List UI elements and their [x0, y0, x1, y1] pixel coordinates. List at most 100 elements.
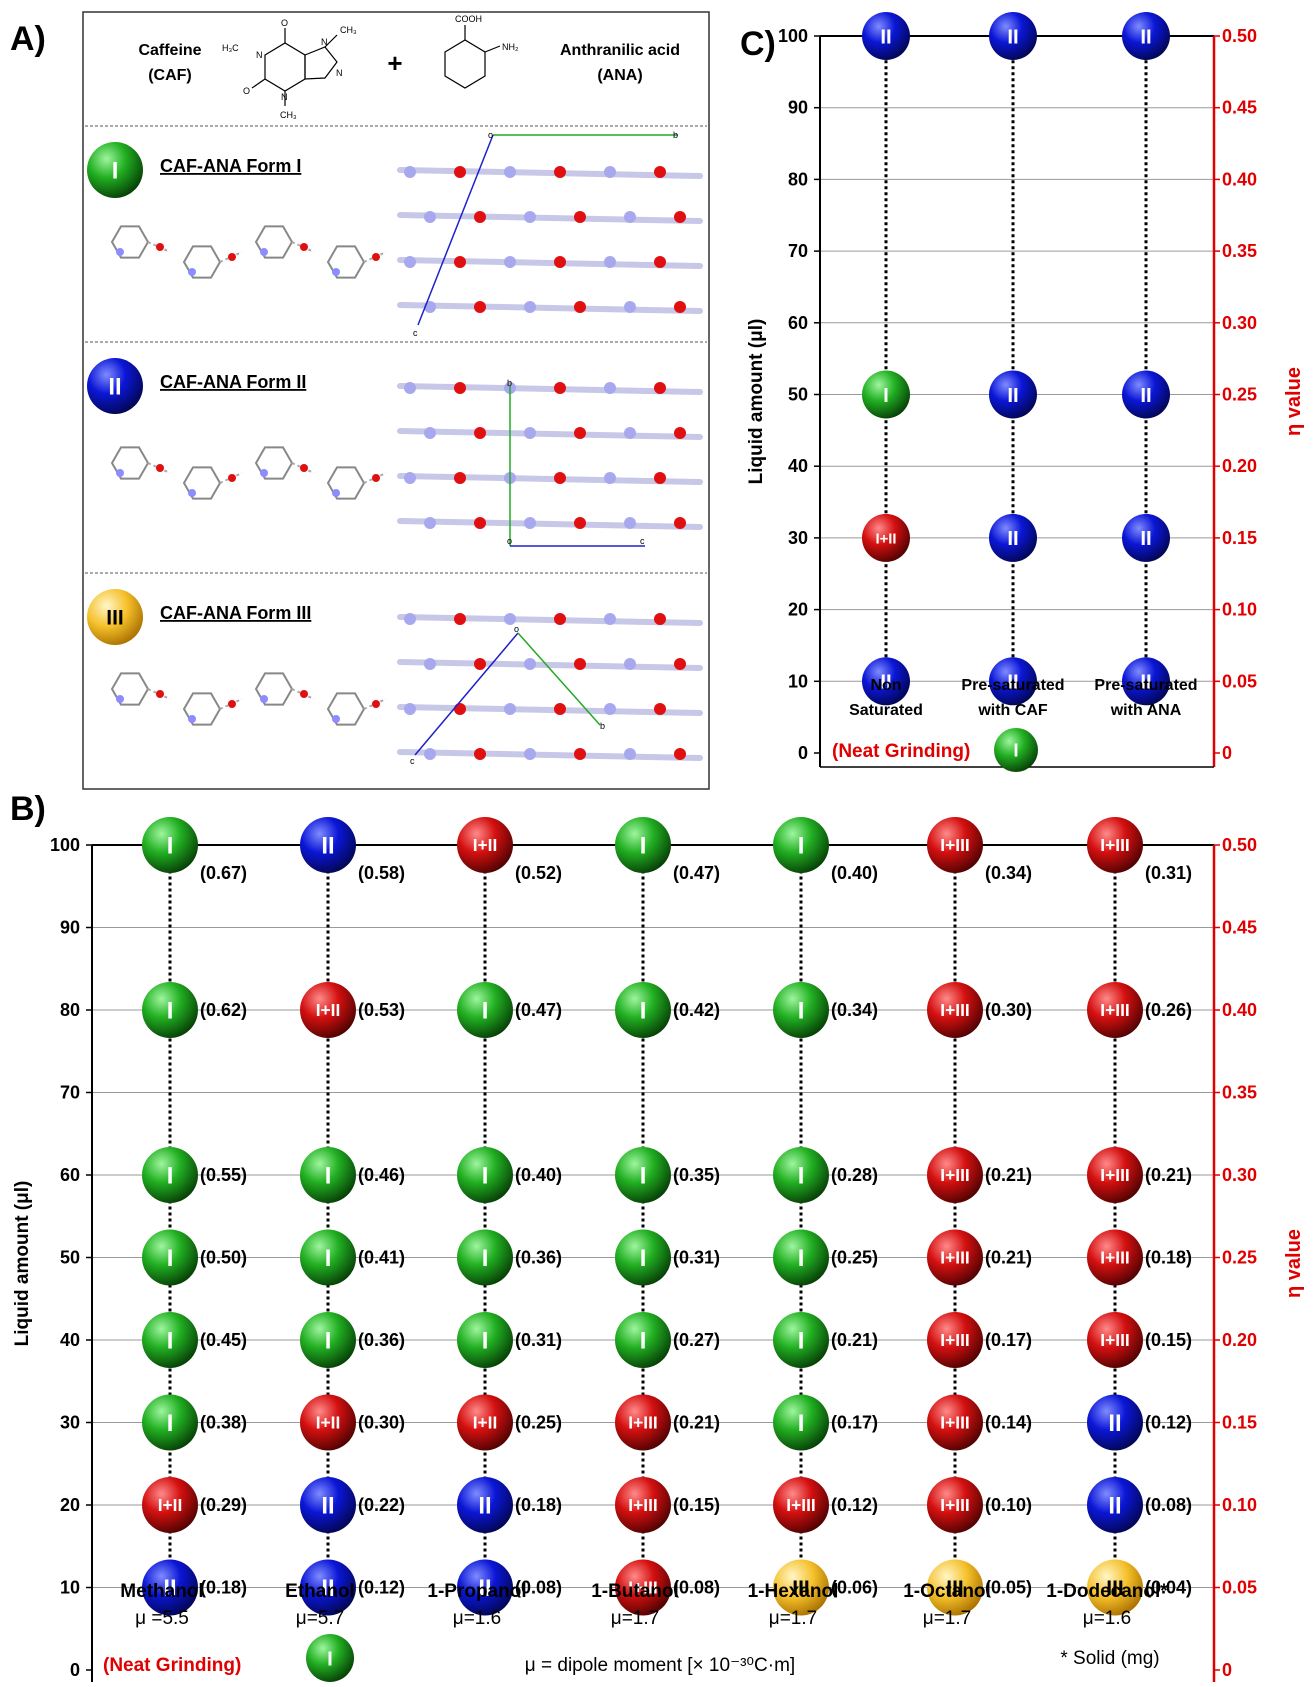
form-ball-circle [300, 1477, 356, 1533]
form-ball-circle [1087, 982, 1143, 1038]
eta-label: (0.40) [515, 1165, 562, 1185]
y2-tick-label: 0.25 [1222, 1248, 1257, 1268]
data-point: I [773, 1394, 829, 1451]
eta-label: (0.12) [831, 1495, 878, 1515]
solvent-name: 1-Hexanol [748, 1581, 839, 1602]
y-tick-label: 80 [788, 169, 808, 189]
y-axis-title: Liquid amount (μl) [746, 319, 767, 485]
form-ball-circle [1087, 1312, 1143, 1368]
x-category-label: Saturated [849, 702, 923, 719]
axis-origin-label: o [514, 624, 519, 634]
form-ball-label: II [1108, 1493, 1121, 1520]
form-ball-circle [1087, 1229, 1143, 1286]
eta-label: (0.31) [1145, 863, 1192, 883]
eta-label: (0.21) [985, 1248, 1032, 1268]
form-ball-label: I [325, 1328, 332, 1355]
form-ball-label: II [1007, 672, 1018, 694]
data-point: II [1087, 1394, 1143, 1451]
form-ball-circle [300, 1312, 356, 1368]
form-ball-circle [1122, 370, 1170, 419]
form-ball-circle [862, 513, 910, 562]
solvent-name: Methanol [120, 1581, 203, 1602]
form-ball-circle [457, 817, 513, 873]
data-point: I [142, 1394, 198, 1451]
eta-label: (0.05) [985, 1578, 1032, 1598]
form-ball-label: I+II [316, 1000, 341, 1020]
form-ball-circle [1122, 513, 1170, 562]
form-ball-label: III [1106, 1577, 1124, 1600]
data-point: I [457, 1229, 513, 1286]
y-tick-label: 70 [60, 1083, 80, 1103]
form-ball-circle [300, 1559, 356, 1616]
panel-a-frame [82, 11, 710, 790]
data-point: II [300, 817, 356, 873]
form-ball-label: I [167, 1328, 174, 1355]
panel-b-letter: B) [10, 790, 46, 828]
neat-grinding-label: (Neat Grinding) [832, 741, 970, 762]
form-ball-label: I [325, 1245, 332, 1272]
data-point: I+III [1087, 1229, 1143, 1286]
y-tick-label: 60 [788, 313, 808, 333]
crystal-form-3: III CAF-ANA Form III o b c [87, 589, 703, 766]
form-ball-label: II [1007, 528, 1018, 550]
form-ball-circle [927, 1147, 983, 1203]
form-ball-circle [773, 1477, 829, 1533]
solvent-name: 1-Octanol [903, 1581, 991, 1602]
eta-label: (0.67) [200, 863, 247, 883]
form-ball-label: I+III [940, 1330, 969, 1350]
axis-origin-label: o [507, 536, 512, 546]
chem-label-o2: O [243, 86, 250, 96]
series-column: III (0.04) II (0.08) II (0.12) I+III (0.15) I+II… [1046, 817, 1192, 1629]
packing-diagram-icon [397, 382, 703, 530]
data-point: I+III [1087, 982, 1143, 1038]
data-point: II [989, 513, 1037, 562]
data-point: II [142, 1559, 198, 1616]
form-ball-label: I+III [786, 1495, 815, 1515]
form-ball-label: I+II [158, 1495, 183, 1515]
data-point: I [773, 1229, 829, 1286]
y2-tick-label: 0.35 [1222, 241, 1257, 261]
molecule-structure-icon [110, 225, 387, 279]
form-ball-label: II [321, 1493, 334, 1520]
y2-tick-label: 0.30 [1222, 1165, 1257, 1185]
data-point: I [773, 982, 829, 1038]
form-ball-circle [1122, 12, 1170, 60]
form-ball-label: III [792, 1577, 810, 1600]
form-ball-label: I+III [1100, 1165, 1129, 1185]
form-ball-circle [1087, 1394, 1143, 1451]
form-ball-label: I [883, 385, 889, 407]
packing-diagram-icon [397, 166, 703, 314]
form-ball-label: II [1140, 528, 1151, 550]
axis-b-label: b [507, 378, 512, 388]
eta-label: (0.30) [358, 1413, 405, 1433]
form-ball-label: I+III [940, 835, 969, 855]
form-ball-label: II [1007, 26, 1018, 48]
y2-tick-label: 0.20 [1222, 1330, 1257, 1350]
y2-axis-title: η value [1283, 1229, 1305, 1298]
y2-tick-label: 0.10 [1222, 600, 1257, 620]
form-badge: II [87, 358, 143, 414]
data-point: II [1122, 370, 1170, 419]
form-ball-circle [862, 657, 910, 706]
data-point: I+III [927, 982, 983, 1038]
form-ball-circle [306, 1634, 354, 1682]
axis-b-label: b [673, 130, 678, 140]
axis-origin-label: o [488, 130, 493, 140]
data-point: III [1087, 1559, 1143, 1616]
neat-grinding-point: I [306, 1634, 354, 1682]
form-ball-circle [1087, 1147, 1143, 1203]
eta-label: (0.38) [200, 1413, 247, 1433]
data-point: I+III [773, 1477, 829, 1533]
y-tick-label: 30 [788, 528, 808, 548]
form-ball-label: I [640, 1328, 647, 1355]
y-tick-label: 100 [778, 26, 808, 46]
dipole-value: μ=1.6 [453, 1608, 501, 1629]
x-category-label: Non [870, 677, 901, 694]
form-ball-circle [87, 358, 143, 414]
form-ball-label: II [1140, 385, 1151, 407]
eta-label: (0.35) [673, 1165, 720, 1185]
y2-tick-label: 0.50 [1222, 26, 1257, 46]
panel-a: A) Caffeine (CAF) H₃C CH₃ CH₃ O O N N N … [10, 11, 710, 790]
data-point: I+III [927, 1394, 983, 1451]
